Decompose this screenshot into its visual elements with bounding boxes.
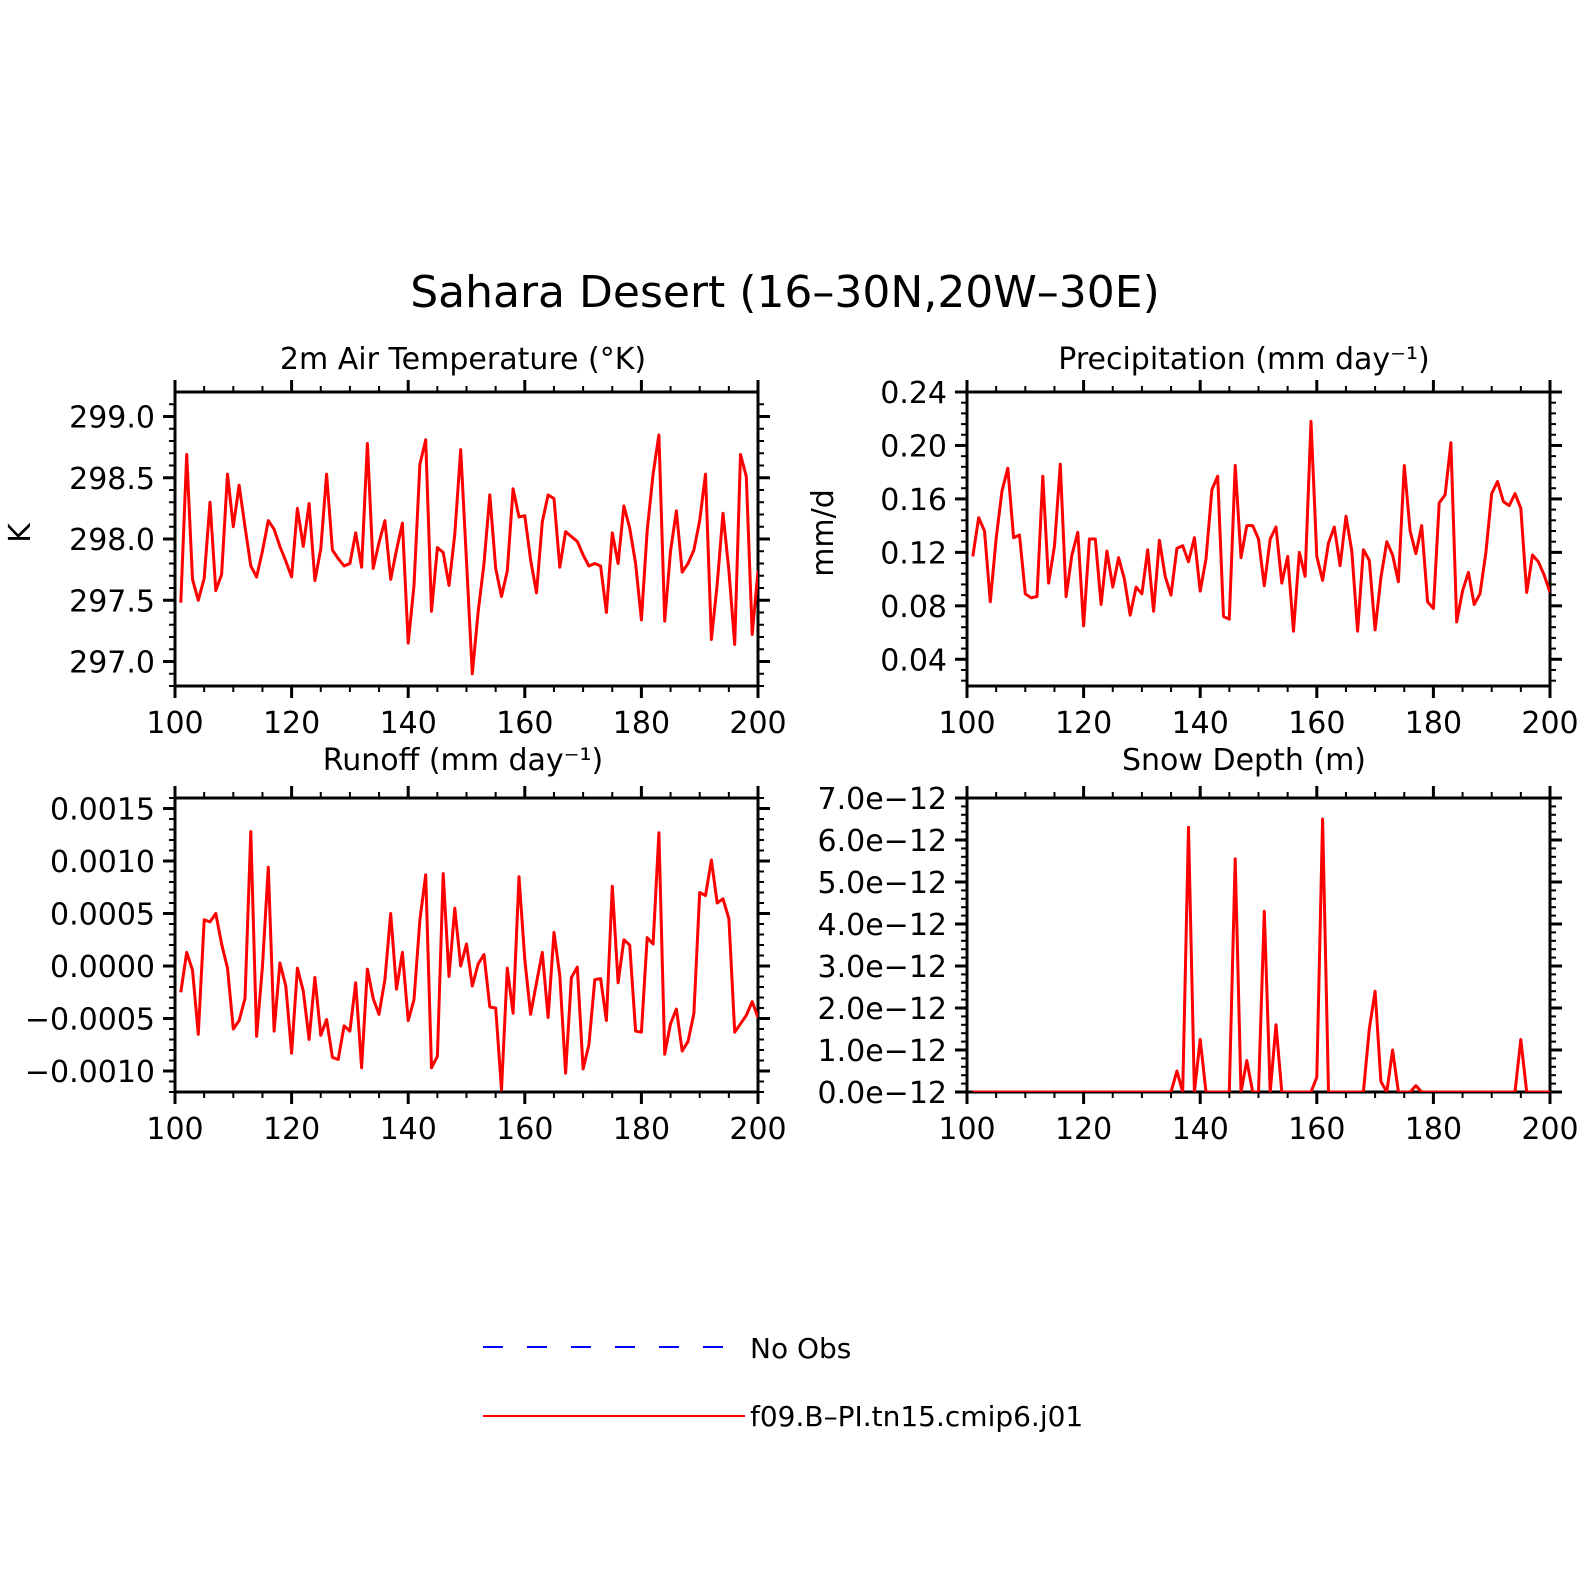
legend: No Obs f09.B–PI.tn15.cmip6.j01	[483, 1332, 1083, 1433]
panel-title: Precipitation (mm day⁻¹)	[1058, 342, 1429, 377]
x-tick-label: 140	[380, 1112, 437, 1147]
x-tick-label: 200	[1521, 1112, 1578, 1147]
y-tick-label: 297.0	[69, 646, 155, 681]
y-tick-label: −0.0005	[25, 1003, 155, 1038]
x-tick-label: 120	[1055, 1112, 1112, 1147]
y-tick-label: 298.0	[69, 523, 155, 558]
y-tick-label: 298.5	[69, 462, 155, 497]
y-tick-label: −0.0010	[25, 1055, 155, 1090]
x-tick-label: 160	[1288, 1112, 1345, 1147]
y-tick-label: 4.0e−12	[818, 908, 947, 943]
legend-label-model: f09.B–PI.tn15.cmip6.j01	[750, 1400, 1083, 1433]
y-tick-label: 297.5	[69, 584, 155, 619]
y-tick-label: 2.0e−12	[818, 992, 947, 1027]
y-tick-label: 0.04	[880, 643, 947, 678]
x-tick-label: 120	[263, 706, 320, 741]
legend-label-no-obs: No Obs	[750, 1332, 851, 1365]
series-line	[179, 830, 758, 1092]
y-axis-label: K	[3, 522, 38, 543]
y-tick-label: 0.24	[880, 376, 947, 411]
y-tick-label: 6.0e−12	[818, 824, 947, 859]
panel-snow-depth: Snow Depth (m) 100 120 140 160 180 200 0.0e−12…	[818, 743, 1579, 1147]
x-tick-label: 200	[729, 1112, 786, 1147]
x-tick-label: 200	[1521, 706, 1578, 741]
panel-title: Runoff (mm day⁻¹)	[323, 743, 604, 778]
x-tick-label: 160	[496, 1112, 553, 1147]
y-tick-label: 5.0e−12	[818, 866, 947, 901]
x-tick-label: 100	[146, 1112, 203, 1147]
y-tick-label: 0.16	[880, 483, 947, 518]
x-tick-label: 160	[1288, 706, 1345, 741]
y-tick-label: 0.20	[880, 429, 947, 464]
panel-title: Snow Depth (m)	[1122, 743, 1366, 778]
y-tick-label: 0.0005	[50, 898, 155, 933]
y-axis-label: mm/d	[806, 489, 841, 577]
x-tick-label: 100	[146, 706, 203, 741]
x-tick-label: 140	[1172, 706, 1229, 741]
x-tick-label: 120	[263, 1112, 320, 1147]
y-tick-label: 0.12	[880, 536, 947, 571]
y-tick-label: 299.0	[69, 401, 155, 436]
y-tick-label: 1.0e−12	[818, 1034, 947, 1069]
y-tick-label: 0.0010	[50, 845, 155, 880]
x-tick-label: 140	[380, 706, 437, 741]
x-tick-label: 100	[938, 706, 995, 741]
x-tick-label: 180	[613, 1112, 670, 1147]
x-tick-label: 200	[729, 706, 786, 741]
y-tick-label: 3.0e−12	[818, 950, 947, 985]
panel-title: 2m Air Temperature (°K)	[280, 342, 646, 377]
figure-title: Sahara Desert (16–30N,20W–30E)	[410, 267, 1160, 318]
x-tick-label: 120	[1055, 706, 1112, 741]
panel-precipitation: Precipitation (mm day⁻¹) mm/d 100 120 140 1…	[806, 342, 1579, 741]
x-tick-label: 180	[1405, 1112, 1462, 1147]
x-tick-label: 100	[938, 1112, 995, 1147]
panel-air-temperature: 2m Air Temperature (°K) K 100 120 140 160 18…	[3, 342, 787, 741]
y-tick-label: 0.0e−12	[818, 1076, 947, 1111]
y-tick-label: 0.08	[880, 590, 947, 625]
panel-runoff: Runoff (mm day⁻¹) 100 120 140 160 180 200 −0.0…	[25, 743, 787, 1147]
y-tick-label: 0.0000	[50, 950, 155, 985]
x-tick-label: 180	[1405, 706, 1462, 741]
y-tick-label: 7.0e−12	[818, 782, 947, 817]
x-tick-label: 140	[1172, 1112, 1229, 1147]
series-line	[971, 419, 1550, 633]
x-tick-label: 160	[496, 706, 553, 741]
series-line	[179, 433, 758, 676]
x-tick-label: 180	[613, 706, 670, 741]
series-line	[972, 817, 1550, 1092]
y-tick-label: 0.0015	[50, 793, 155, 828]
